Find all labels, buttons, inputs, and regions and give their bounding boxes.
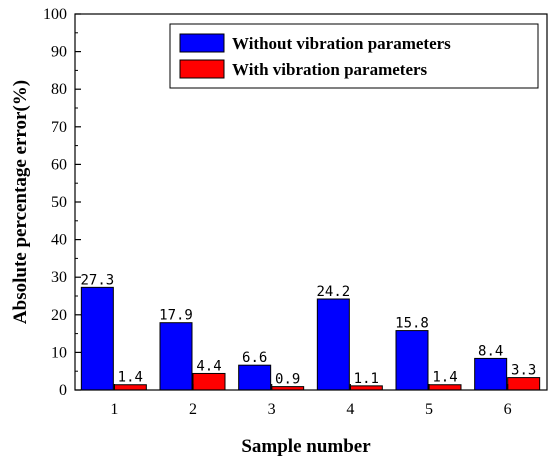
bar-series2-sample-6 <box>507 377 541 391</box>
bars-layer <box>80 286 541 391</box>
data-label-series1-sample-1: 27.3 <box>80 272 114 288</box>
y-axis-title: Absolute percentage error(%) <box>10 80 31 324</box>
x-tick-label-6: 6 <box>504 401 512 418</box>
data-label-series2-sample-6: 3.3 <box>511 363 536 379</box>
legend-label-series2: With vibration parameters <box>232 60 428 79</box>
legend-box <box>169 23 539 89</box>
bar-series1-sample-5 <box>395 330 429 391</box>
bar-series2-sample-2 <box>192 372 226 391</box>
data-label-series2-sample-2: 4.4 <box>196 358 221 374</box>
bar-series1-sample-4 <box>316 298 350 391</box>
x-tick-label-3: 3 <box>268 401 276 418</box>
y-tick-label-80: 80 <box>51 81 67 98</box>
data-labels-layer: 27.3 1.4 17.9 4.4 6.6 0.9 24.2 1.1 15.8 1.4 8.4 3.3 <box>80 272 536 387</box>
y-tick-label-60: 60 <box>51 156 67 173</box>
data-label-series1-sample-2: 17.9 <box>159 308 193 324</box>
data-label-series2-sample-3: 0.9 <box>275 372 300 388</box>
x-tick-label-1: 1 <box>110 401 118 418</box>
y-tick-label-10: 10 <box>51 344 67 361</box>
legend: Without vibration parameters With vibrati… <box>169 23 539 89</box>
y-tick-label-50: 50 <box>51 194 67 211</box>
data-label-series1-sample-5: 15.8 <box>395 316 429 332</box>
data-label-series2-sample-1: 1.4 <box>118 370 143 386</box>
x-tick-label-4: 4 <box>346 401 354 418</box>
y-tick-label-20: 20 <box>51 307 67 324</box>
x-tick-label-5: 5 <box>425 401 433 418</box>
legend-swatch-series2 <box>179 59 225 79</box>
bar-series1-sample-1 <box>80 286 114 391</box>
data-label-series2-sample-4: 1.1 <box>354 371 379 387</box>
y-tick-label-90: 90 <box>51 44 67 61</box>
data-label-series2-sample-5: 1.4 <box>432 370 457 386</box>
bar-series1-sample-2 <box>159 322 193 391</box>
y-tick-label-70: 70 <box>51 119 67 136</box>
data-label-series1-sample-6: 8.4 <box>478 343 503 359</box>
x-tick-label-2: 2 <box>189 401 197 418</box>
legend-swatch-series1 <box>179 33 225 53</box>
bar-series1-sample-3 <box>238 364 272 391</box>
x-axis-title: Sample number <box>241 436 371 457</box>
data-label-series1-sample-4: 24.2 <box>316 284 350 300</box>
data-label-series1-sample-3: 6.6 <box>242 350 267 366</box>
bar-series1-sample-6 <box>474 357 508 391</box>
y-tick-label-30: 30 <box>51 269 67 286</box>
y-tick-label-40: 40 <box>51 232 67 249</box>
y-tick-label-0: 0 <box>59 382 67 399</box>
y-tick-label-100: 100 <box>43 6 67 23</box>
legend-label-series1: Without vibration parameters <box>232 34 451 53</box>
axes-layer: 0 10 20 30 40 50 60 70 80 90 100 1 2 3 4 5 6 <box>43 6 548 418</box>
